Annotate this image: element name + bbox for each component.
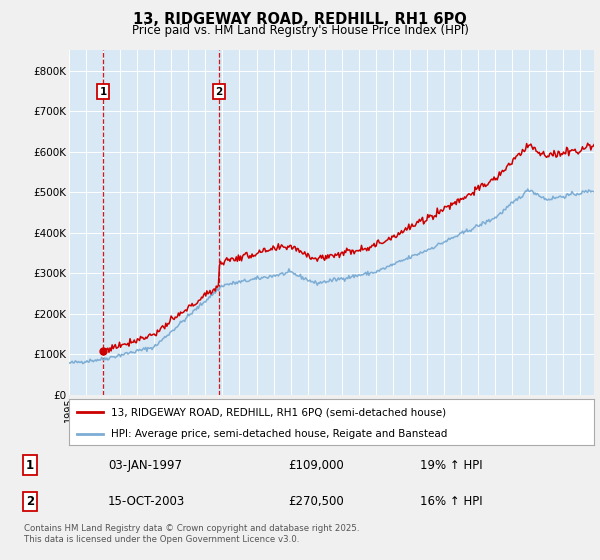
Text: HPI: Average price, semi-detached house, Reigate and Banstead: HPI: Average price, semi-detached house,… bbox=[111, 429, 448, 438]
Text: 13, RIDGEWAY ROAD, REDHILL, RH1 6PQ: 13, RIDGEWAY ROAD, REDHILL, RH1 6PQ bbox=[133, 12, 467, 27]
Text: Contains HM Land Registry data © Crown copyright and database right 2025.
This d: Contains HM Land Registry data © Crown c… bbox=[24, 524, 359, 544]
Text: 19% ↑ HPI: 19% ↑ HPI bbox=[420, 459, 482, 472]
Text: 2: 2 bbox=[26, 495, 34, 508]
Text: 15-OCT-2003: 15-OCT-2003 bbox=[108, 495, 185, 508]
Text: 2: 2 bbox=[215, 87, 223, 97]
Text: 16% ↑ HPI: 16% ↑ HPI bbox=[420, 495, 482, 508]
Text: 03-JAN-1997: 03-JAN-1997 bbox=[108, 459, 182, 472]
Text: 1: 1 bbox=[100, 87, 107, 97]
Text: Price paid vs. HM Land Registry's House Price Index (HPI): Price paid vs. HM Land Registry's House … bbox=[131, 24, 469, 36]
Text: 13, RIDGEWAY ROAD, REDHILL, RH1 6PQ (semi-detached house): 13, RIDGEWAY ROAD, REDHILL, RH1 6PQ (sem… bbox=[111, 407, 446, 417]
Text: £109,000: £109,000 bbox=[288, 459, 344, 472]
Text: 1: 1 bbox=[26, 459, 34, 472]
Text: £270,500: £270,500 bbox=[288, 495, 344, 508]
